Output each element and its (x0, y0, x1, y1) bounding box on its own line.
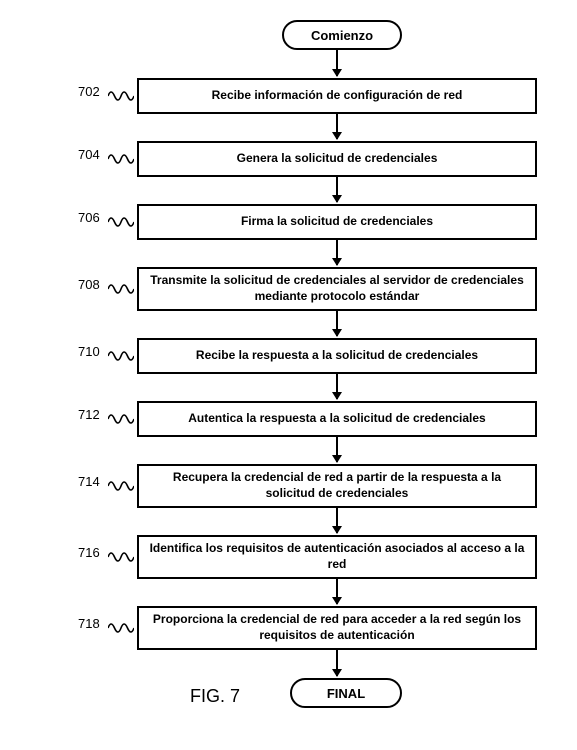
start-terminal: Comienzo (282, 20, 402, 50)
step-box-704: Genera la solicitud de credenciales (137, 141, 537, 177)
flowchart-canvas: Comienzo FINAL Recibe información de confi… (0, 0, 577, 750)
connector-squiggle-718 (108, 620, 134, 636)
end-terminal: FINAL (290, 678, 402, 708)
step-number-712: 712 (78, 407, 100, 422)
step-box-714: Recupera la credencial de red a partir d… (137, 464, 537, 508)
connector-squiggle-712 (108, 411, 134, 427)
arrow-0 (336, 50, 338, 76)
step-box-706: Firma la solicitud de credenciales (137, 204, 537, 240)
arrow-5 (336, 374, 338, 399)
step-number-714: 714 (78, 474, 100, 489)
step-number-706: 706 (78, 210, 100, 225)
arrow-1 (336, 114, 338, 139)
arrow-8 (336, 579, 338, 604)
figure-label: FIG. 7 (190, 686, 240, 707)
step-box-708: Transmite la solicitud de credenciales a… (137, 267, 537, 311)
arrow-9 (336, 650, 338, 676)
arrow-4 (336, 311, 338, 336)
arrow-2 (336, 177, 338, 202)
connector-squiggle-716 (108, 549, 134, 565)
step-number-718: 718 (78, 616, 100, 631)
connector-squiggle-704 (108, 151, 134, 167)
step-number-704: 704 (78, 147, 100, 162)
arrow-6 (336, 437, 338, 462)
connector-squiggle-714 (108, 478, 134, 494)
step-number-716: 716 (78, 545, 100, 560)
connector-squiggle-710 (108, 348, 134, 364)
step-number-702: 702 (78, 84, 100, 99)
connector-squiggle-708 (108, 281, 134, 297)
arrow-7 (336, 508, 338, 533)
step-number-708: 708 (78, 277, 100, 292)
step-box-710: Recibe la respuesta a la solicitud de cr… (137, 338, 537, 374)
step-number-710: 710 (78, 344, 100, 359)
connector-squiggle-706 (108, 214, 134, 230)
step-box-718: Proporciona la credencial de red para ac… (137, 606, 537, 650)
step-box-716: Identifica los requisitos de autenticaci… (137, 535, 537, 579)
step-box-702: Recibe información de configuración de r… (137, 78, 537, 114)
connector-squiggle-702 (108, 88, 134, 104)
step-box-712: Autentica la respuesta a la solicitud de… (137, 401, 537, 437)
arrow-3 (336, 240, 338, 265)
